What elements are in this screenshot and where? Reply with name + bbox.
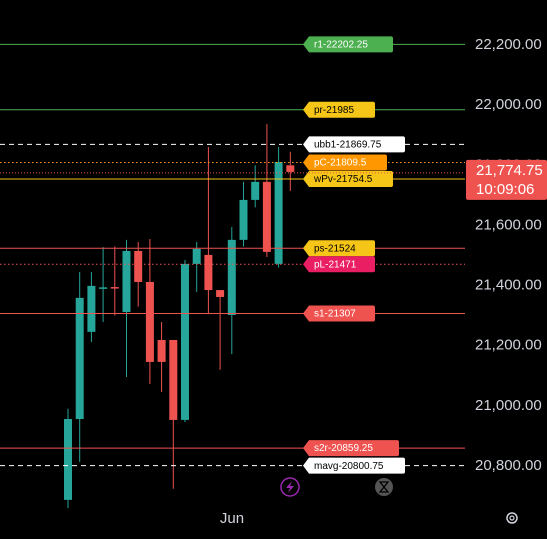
tag-shape <box>303 171 393 188</box>
level-tag: r1-22202.25 <box>303 36 393 53</box>
candle-body <box>64 419 72 500</box>
level-label: pL-21471 <box>314 259 357 270</box>
level-tag: s1-21307 <box>303 305 375 322</box>
candle-body <box>157 339 166 362</box>
candle-body <box>169 339 178 420</box>
candle-body <box>274 162 283 264</box>
candle-body <box>286 165 295 172</box>
y-tick-label: 22,200.00 <box>475 36 542 53</box>
candle-body <box>216 290 225 297</box>
candle-body <box>262 181 271 252</box>
candle-body <box>227 239 236 316</box>
level-tag: wPv-21754.5 <box>303 171 393 188</box>
candle-body <box>99 287 108 289</box>
level-tag: ubb1-21869.75 <box>303 136 405 153</box>
candle-body <box>145 281 154 362</box>
x-tick-label: Jun <box>220 510 244 527</box>
candle-body <box>75 297 84 420</box>
candle-body <box>181 263 189 420</box>
y-tick-label: 21,600.00 <box>475 216 542 233</box>
level-label: ubb1-21869.75 <box>314 139 382 150</box>
x-tick-label: Jul <box>465 510 484 527</box>
y-tick-label: 21,400.00 <box>475 277 542 294</box>
last-price-box <box>466 159 547 200</box>
y-tick-label: 21,000.00 <box>475 397 542 414</box>
settings-icon[interactable] <box>506 512 518 524</box>
level-label: pC-21809.5 <box>314 158 367 169</box>
tag-shape <box>303 36 393 53</box>
candle-body <box>87 285 96 332</box>
y-tick-label: 21,200.00 <box>475 337 542 354</box>
level-tag: pC-21809.5 <box>303 154 387 171</box>
tag-shape <box>303 256 375 273</box>
y-tick-label: 22,000.00 <box>475 96 542 113</box>
level-label: r1-22202.25 <box>314 40 368 51</box>
countdown: 10:09:06 <box>476 181 534 198</box>
level-tag: mavg-20800.75 <box>303 457 405 474</box>
level-tag: pr-21985 <box>303 101 375 118</box>
icon-lightning[interactable] <box>280 477 300 497</box>
level-tag: pL-21471 <box>303 256 375 273</box>
tag-shape <box>303 136 405 153</box>
tag-shape <box>303 240 375 257</box>
icon-hourglass[interactable] <box>375 478 393 496</box>
level-tag: s2r-20859.25 <box>303 440 399 457</box>
tag-shape <box>303 457 405 474</box>
candle-body <box>134 250 143 282</box>
level-label: ps-21524 <box>314 243 356 254</box>
candle-body <box>204 254 213 291</box>
tag-shape <box>303 440 399 457</box>
level-label: s2r-20859.25 <box>314 443 373 454</box>
level-label: pr-21985 <box>314 105 354 116</box>
plot-area: MayJunJul <box>64 124 484 527</box>
level-label: s1-21307 <box>314 309 356 320</box>
candle-body <box>251 181 260 200</box>
candle-body <box>110 287 119 289</box>
last-price-label: 21,774.75 <box>476 162 543 179</box>
level-label: wPv-21754.5 <box>313 174 373 185</box>
tag-shape <box>303 101 375 118</box>
candle-body <box>122 250 131 313</box>
candle-body <box>192 248 201 264</box>
level-label: mavg-20800.75 <box>314 461 384 472</box>
level-tag: ps-21524 <box>303 240 375 257</box>
tag-shape <box>303 305 375 322</box>
y-tick-label: 20,800.00 <box>475 457 542 474</box>
tag-shape <box>303 154 387 171</box>
candle-body <box>239 199 248 240</box>
